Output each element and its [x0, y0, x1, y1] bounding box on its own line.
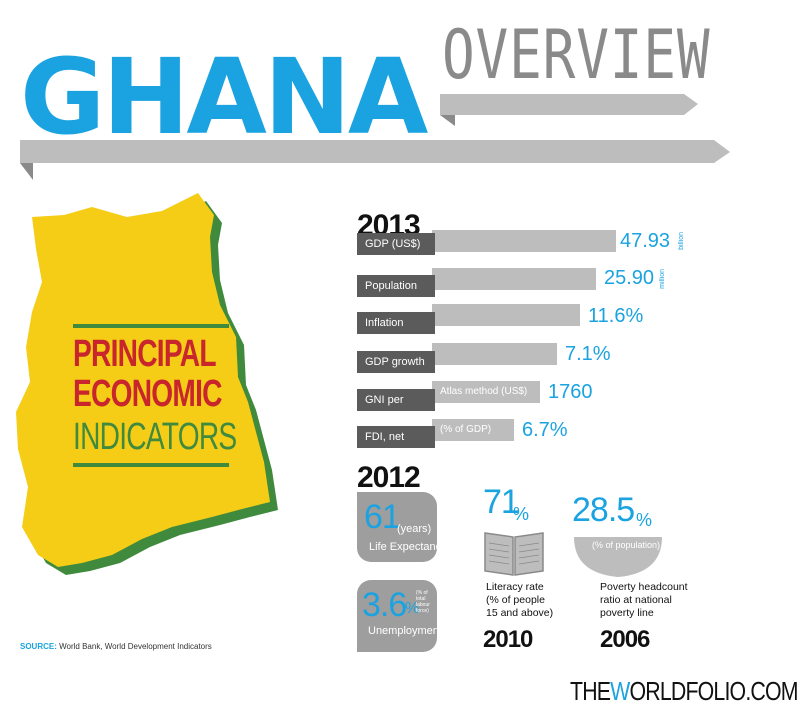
poverty-pct: % — [636, 510, 653, 530]
brand-part1: THE — [570, 676, 611, 706]
inflation-value: 11.6% — [588, 305, 644, 327]
header-ribbons — [20, 94, 730, 180]
poverty-label-line3: poverty line — [600, 607, 654, 620]
gdp-label: GDP (US$) — [357, 233, 435, 255]
inflation-label: Inflation — [357, 312, 435, 334]
overview-ribbon-fold — [440, 115, 455, 126]
population-unit: million — [659, 269, 666, 289]
source-note: SOURCE: World Bank, World Development In… — [20, 642, 212, 651]
literacy-label: Literacy rate (% of people 15 and above) — [486, 581, 553, 620]
life-unit: (years) — [397, 523, 432, 535]
map-title-line2: ECONOMIC — [73, 373, 222, 415]
gni-note: Atlas method (US$) — [440, 386, 528, 397]
literacy-label-line3: 15 and above) — [486, 607, 554, 620]
fdi-label: FDI, net inflow — [357, 426, 435, 465]
life-value: 61 — [364, 498, 401, 536]
gdp-growth-value: 7.1% — [565, 343, 611, 365]
life-label: Life Expectancy — [369, 541, 447, 553]
bowl-icon — [574, 537, 662, 577]
poverty-year: 2006 — [600, 626, 650, 653]
map-title-line3: INDICATORS — [73, 416, 237, 458]
poverty-note: (% of population) — [592, 540, 661, 550]
literacy-label-line1: Literacy rate — [486, 581, 544, 593]
brand-logo: THEWORLDFOLIO.COM — [570, 676, 799, 707]
brand-part2: W — [610, 676, 630, 706]
map-title-rule-bottom — [73, 463, 229, 467]
poverty-label: Poverty headcount ratio at national pove… — [600, 581, 688, 620]
gdp-unit: billion — [678, 232, 685, 250]
overview-ribbon — [440, 94, 698, 115]
population-value: 25.90 — [604, 267, 655, 289]
inflation-bar — [432, 304, 580, 326]
map-shape — [16, 193, 270, 567]
unemployment-label: Unemployment — [368, 625, 442, 637]
gdp-bar — [432, 230, 616, 252]
title-ribbon — [20, 140, 730, 163]
unemployment-unit: (% of total labour force) — [416, 590, 430, 614]
ghana-map — [16, 193, 278, 575]
gdp-growth-bar — [432, 343, 557, 365]
unemployment-pct: % — [405, 600, 420, 617]
gni-label: GNI per capita — [357, 389, 435, 428]
unemployment-card — [357, 580, 437, 652]
source-text: World Bank, World Development Indicators — [59, 642, 212, 651]
source-prefix: SOURCE: — [20, 642, 57, 651]
fdi-bar — [432, 419, 514, 441]
literacy-label-line2: (% of people — [486, 594, 545, 607]
literacy-value: 71 — [483, 483, 520, 521]
literacy-year: 2010 — [483, 626, 533, 653]
gdp-value: 47.93 — [620, 230, 671, 252]
population-bar — [432, 268, 596, 290]
population-label: Population — [357, 275, 435, 297]
page-subtitle: OVERVIEW — [442, 16, 711, 95]
map-title-line1: PRINCIPAL — [73, 333, 217, 375]
fdi-note: (% of GDP) — [440, 424, 492, 435]
year-2012: 2012 — [357, 461, 421, 494]
brand-part3: ORLDFOLIO.COM — [629, 676, 798, 706]
title-ribbon-fold — [20, 163, 33, 180]
map-title-rule-top — [73, 324, 229, 328]
literacy-pct: % — [513, 504, 530, 524]
gdp-growth-label: GDP growth — [357, 351, 435, 373]
unemployment-value: 3.6 — [362, 586, 407, 624]
gni-bar — [432, 381, 540, 403]
poverty-label-line2: ratio at national — [600, 594, 672, 607]
poverty-value: 28.5 — [572, 491, 635, 529]
fdi-value: 6.7% — [522, 419, 568, 441]
gni-value: 1760 — [548, 381, 593, 403]
book-icon — [484, 532, 544, 576]
life-expectancy-card — [357, 492, 437, 562]
poverty-label-line1: Poverty headcount — [600, 581, 688, 593]
page-title: GHANA — [20, 36, 428, 158]
